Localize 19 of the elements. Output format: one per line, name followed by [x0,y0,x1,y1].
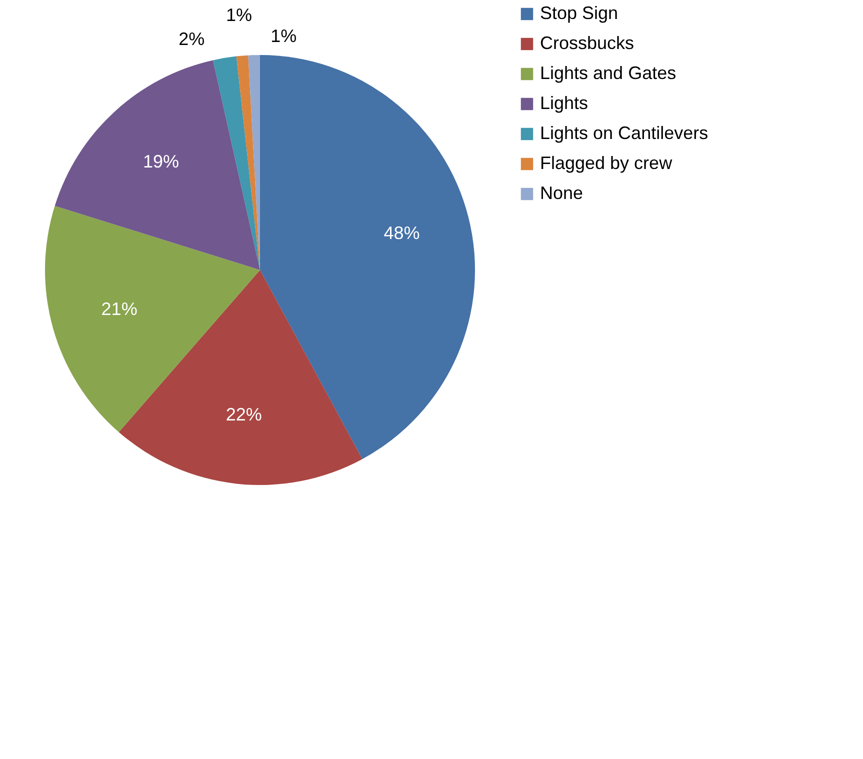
legend-label: Crossbucks [540,33,634,53]
legend-label: Stop Sign [540,3,618,23]
data-label: 1% [270,26,297,46]
legend-label: Flagged by crew [540,153,674,173]
data-label: 2% [178,29,205,50]
legend-label: Lights and Gates [540,63,676,83]
pie-slice [212,56,260,270]
pie-slice [236,55,260,270]
data-label: 22% [226,404,262,424]
legend-label: Lights on Cantilevers [540,123,708,143]
data-label: 48% [384,223,420,244]
data-label: 21% [101,298,138,319]
legend-label: Lights [540,93,588,113]
legend-label: None [540,183,584,203]
pie-slice [54,60,260,270]
pie-slice [260,55,475,460]
data-label: 1% [226,4,252,25]
data-label: 19% [142,151,179,172]
pie-slice [45,206,260,432]
